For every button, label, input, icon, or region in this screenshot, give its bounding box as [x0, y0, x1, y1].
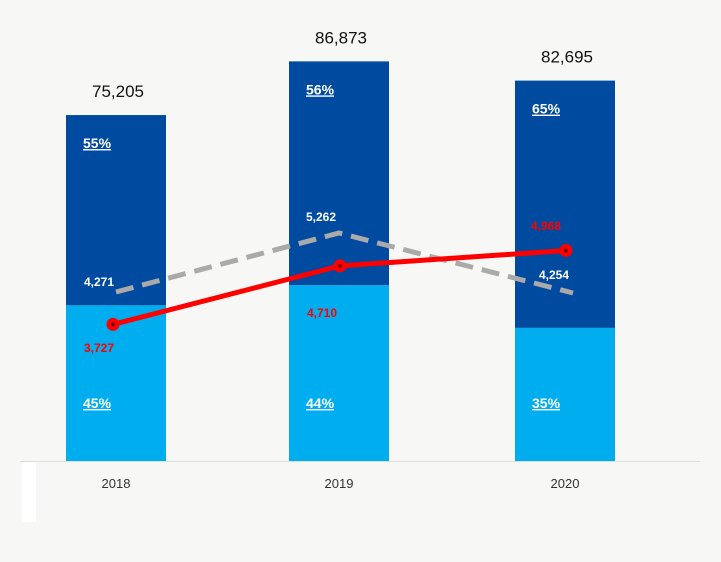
pct-label-lower-2019: 44% [306, 395, 335, 411]
red-value-label-2019: 4,710 [307, 306, 337, 320]
bar-upper-2020 [515, 80, 615, 328]
pct-label-upper-2019: 56% [306, 81, 335, 97]
tick-label-2020: 2020 [551, 476, 580, 491]
dashed-value-label-2019: 5,262 [306, 210, 336, 224]
red-point-center-2018 [111, 322, 115, 327]
bar-lower-2018 [66, 305, 166, 461]
red-point-center-2019 [338, 264, 342, 268]
total-label-2019: 86,873 [315, 28, 367, 47]
lines-layer [106, 230, 574, 331]
dashed-value-label-2020: 4,254 [539, 268, 569, 282]
red-point-center-2020 [564, 248, 568, 253]
pct-label-upper-2018: 55% [83, 135, 112, 151]
tick-label-2018: 2018 [102, 476, 131, 491]
bar-upper-2019 [289, 61, 389, 286]
red-value-label-2018: 3,727 [84, 341, 114, 355]
left-edge-panel [22, 462, 36, 522]
labels-layer: 45% 55% 75,205 2018 44% 56% 86,873 2019 35% 65% 82… [83, 28, 593, 491]
bar-upper-2018 [66, 115, 166, 306]
dashed-value-label-2018: 4,271 [84, 275, 114, 289]
dashed-line-series [115, 230, 574, 296]
bar-lower-2019 [289, 285, 389, 461]
total-label-2018: 75,205 [92, 82, 144, 101]
red-value-label-2020: 4,968 [531, 219, 561, 233]
total-label-2020: 82,695 [541, 48, 593, 67]
pct-label-lower-2018: 45% [83, 395, 112, 411]
bars-layer [20, 61, 700, 462]
pct-label-upper-2020: 65% [532, 101, 561, 117]
pct-label-lower-2020: 35% [532, 395, 561, 411]
bar-lower-2020 [515, 327, 615, 461]
tick-label-2019: 2019 [325, 476, 354, 491]
